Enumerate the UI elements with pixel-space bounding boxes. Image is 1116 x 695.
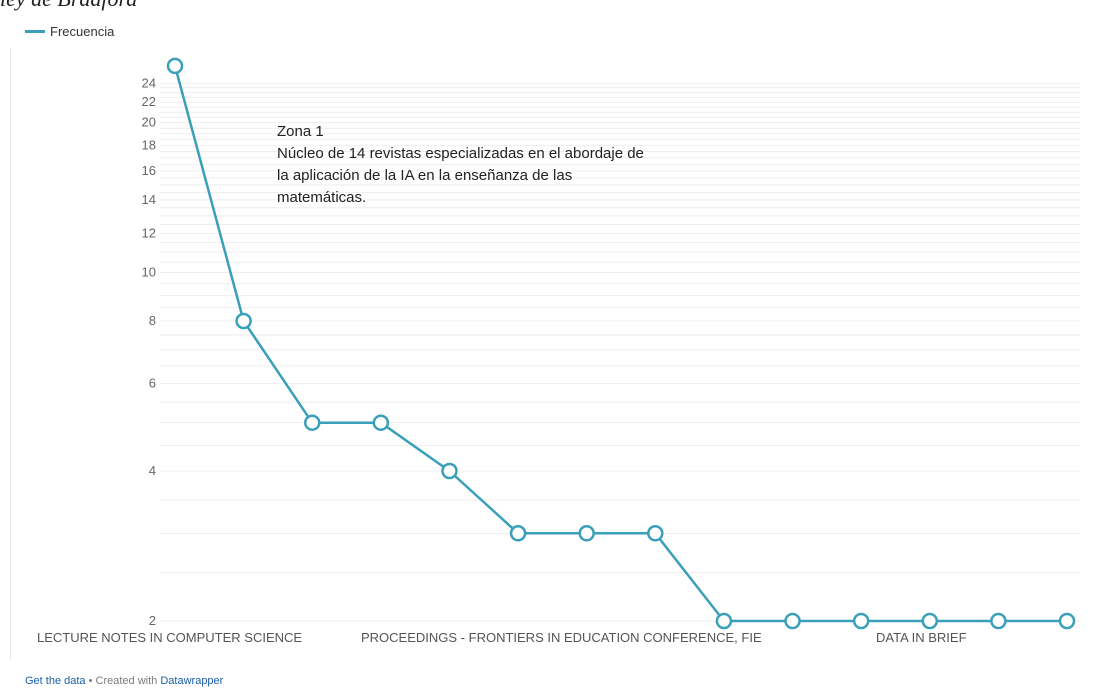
- data-point: [647, 525, 664, 542]
- annotation-line: Zona 1: [277, 123, 324, 140]
- data-point: [235, 312, 252, 330]
- get-data-link[interactable]: Get the data: [25, 675, 86, 687]
- y-tick-label: 16: [142, 163, 156, 178]
- y-tick-label: 22: [142, 94, 156, 109]
- data-point: [921, 612, 939, 630]
- data-point: [852, 612, 870, 630]
- data-point: [715, 612, 733, 630]
- y-tick-label: 12: [142, 225, 156, 240]
- x-tick-label: DATA IN BRIEF: [876, 630, 967, 645]
- data-point: [441, 462, 458, 480]
- y-tick-label: 4: [149, 463, 156, 478]
- legend-label: Frecuencia: [50, 24, 115, 39]
- annotation-line: Núcleo de 14 revistas especializadas en …: [277, 145, 644, 162]
- datawrapper-link[interactable]: Datawrapper: [160, 675, 224, 687]
- y-tick-label: 8: [149, 313, 156, 328]
- y-tick-label: 24: [142, 75, 156, 90]
- data-point: [166, 57, 184, 75]
- grid-layer: [160, 82, 1080, 622]
- created-with-text: Created with: [95, 675, 158, 687]
- y-tick-label: 18: [142, 138, 156, 153]
- x-axis: LECTURE NOTES IN COMPUTER SCIENCE PROCEED…: [37, 630, 967, 645]
- annotation-line: matemáticas.: [277, 189, 366, 206]
- y-tick-label: 10: [142, 265, 156, 280]
- series-layer: [173, 65, 1067, 623]
- series-line-frecuencia: [173, 65, 1067, 623]
- data-point: [1058, 612, 1076, 630]
- frame-divider: [10, 48, 11, 660]
- data-point: [372, 414, 390, 431]
- y-tick-label: 20: [142, 115, 156, 130]
- x-tick-label: PROCEEDINGS - FRONTIERS IN EDUCATION CON…: [361, 630, 762, 645]
- data-point: [990, 612, 1007, 630]
- footer-separator: •: [88, 675, 93, 687]
- y-tick-label: 2: [149, 613, 156, 628]
- legend-swatch: [25, 30, 45, 33]
- top-caption: ley de Bradford: [0, 0, 137, 12]
- y-tick-label: 6: [149, 375, 156, 390]
- data-point: [578, 525, 595, 542]
- data-point: [509, 525, 527, 542]
- points-layer: [166, 57, 1076, 630]
- x-tick-label: LECTURE NOTES IN COMPUTER SCIENCE: [37, 630, 302, 645]
- annotation-line: la aplicación de la IA en la enseñanza d…: [277, 167, 572, 184]
- data-point: [303, 414, 321, 431]
- annotation: Zona 1 Núcleo de 14 revistas especializad…: [277, 123, 644, 206]
- y-tick-label: 14: [142, 192, 156, 207]
- footer: Get the data • Created with Datawrapper: [25, 675, 223, 687]
- legend: Frecuencia: [25, 24, 114, 39]
- data-point: [784, 612, 801, 630]
